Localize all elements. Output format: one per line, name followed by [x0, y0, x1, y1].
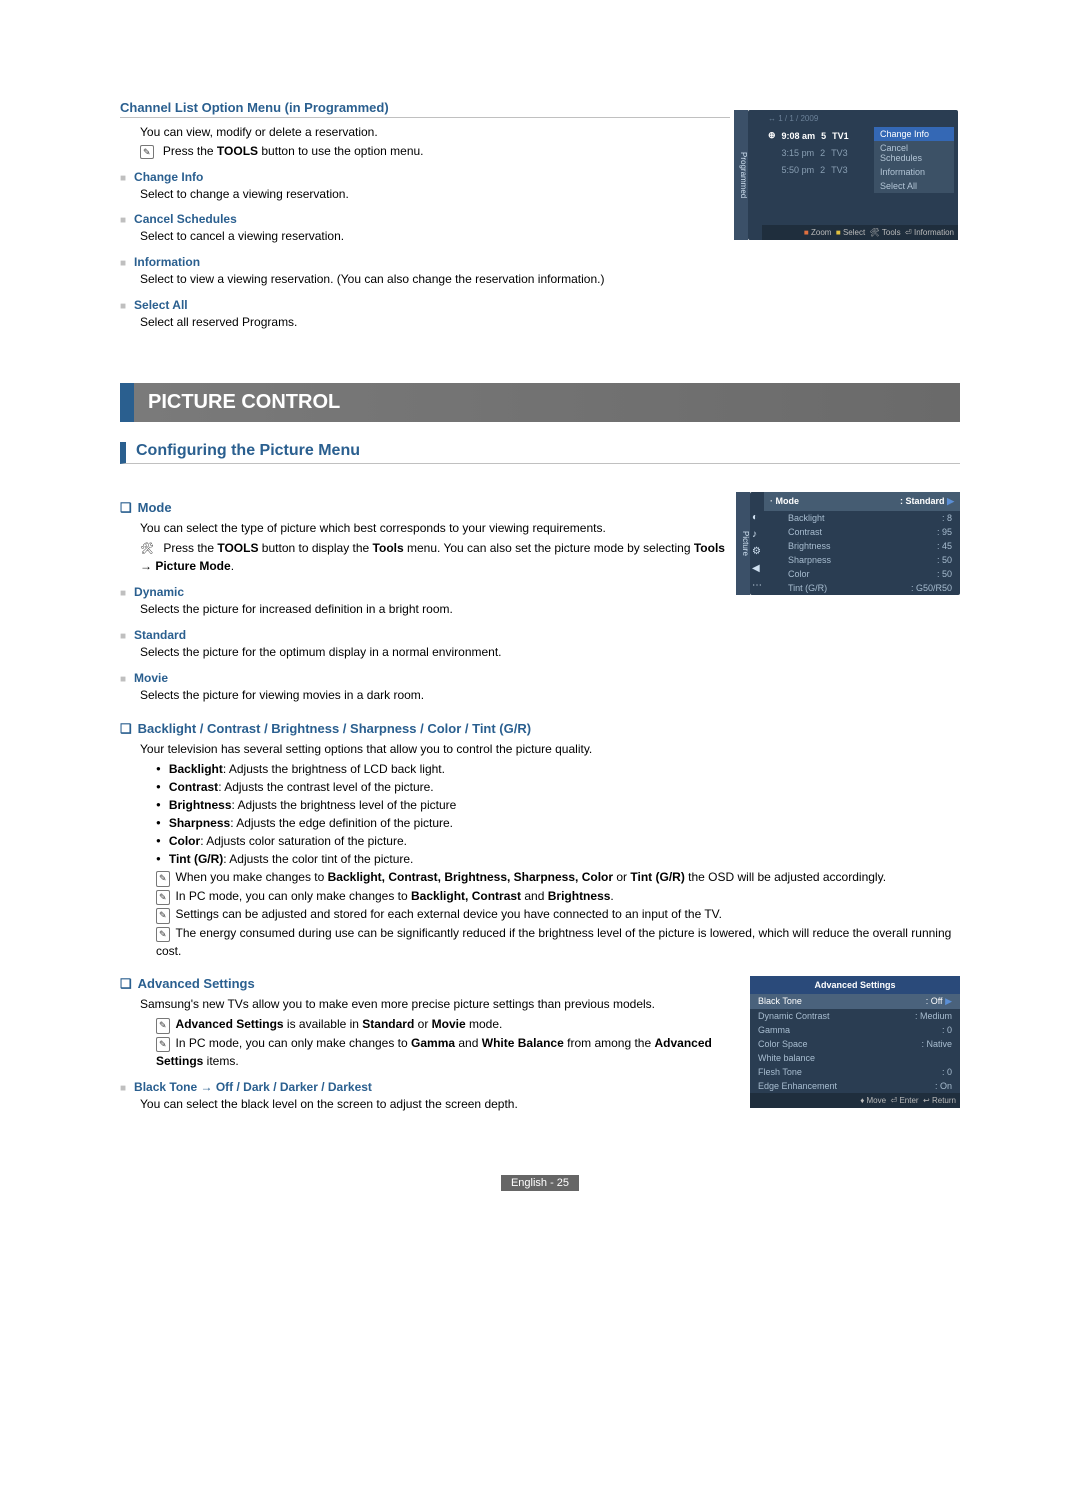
- section1-note: ✎ Press the TOOLS button to use the opti…: [140, 143, 730, 160]
- bullet-tint: Tint (G/R): Adjusts the color tint of th…: [156, 850, 960, 868]
- advanced-settings-osd: Advanced Settings Black Tone: Off ▶ Dyna…: [750, 976, 960, 1108]
- osd-row: White balance: [750, 1051, 960, 1065]
- dynamic-desc: Selects the picture for increased defini…: [140, 601, 732, 618]
- bcbsct-note1: ✎When you make changes to Backlight, Con…: [156, 868, 960, 887]
- adv-osd-title: Advanced Settings: [750, 976, 960, 994]
- bcbsct-intro: Your television has several setting opti…: [140, 741, 960, 758]
- mode-title: Mode: [120, 500, 732, 516]
- osd-row: Black Tone: Off ▶: [750, 994, 960, 1009]
- prog-row: ⊕ 9:08 am 5 TV1: [762, 127, 870, 144]
- note-icon: ✎: [140, 145, 154, 160]
- bullet-color: Color: Adjusts color saturation of the p…: [156, 832, 960, 850]
- mode-note: 🛠 Press the TOOLS button to display the …: [140, 539, 732, 576]
- cancel-schedules-title: Cancel Schedules: [120, 212, 730, 226]
- bcbsct-title: Backlight / Contrast / Brightness / Shar…: [120, 721, 960, 737]
- prog-context-menu: Change Info Cancel Schedules Information…: [874, 127, 954, 193]
- movie-title: Movie: [120, 671, 732, 685]
- adv-intro: Samsung's new TVs allow you to make even…: [140, 996, 732, 1013]
- select-all-desc: Select all reserved Programs.: [140, 314, 730, 331]
- section1-intro: You can view, modify or delete a reserva…: [140, 124, 730, 141]
- information-desc: Select to view a viewing reservation. (Y…: [140, 271, 730, 288]
- adv-note1: ✎Advanced Settings is available in Stand…: [156, 1015, 732, 1034]
- change-info-desc: Select to change a viewing reservation.: [140, 186, 730, 203]
- adv-osd-footer: ♦ Move ⏎ Enter ↩ Return: [750, 1093, 960, 1108]
- bullet-contrast: Contrast: Adjusts the contrast level of …: [156, 778, 960, 796]
- bcbsct-note4: ✎The energy consumed during use can be s…: [156, 924, 960, 961]
- dynamic-title: Dynamic: [120, 585, 732, 599]
- osd-row: Contrast: 95: [764, 525, 960, 539]
- standard-desc: Selects the picture for the optimum disp…: [140, 644, 732, 661]
- picture-osd-header: · Mode : Standard ▶: [764, 492, 960, 511]
- programmed-osd: Programmed ↔ 1 / 1 / 2009 ⊕ 9:08 am 5 TV…: [748, 110, 960, 240]
- programmed-side-tab: Programmed: [734, 110, 748, 240]
- picture-osd-icons: ◐♪⚙◀⋯: [752, 512, 762, 591]
- osd-row: Dynamic Contrast: Medium: [750, 1009, 960, 1023]
- picture-control-banner: PICTURE CONTROL: [120, 383, 960, 422]
- adv-title: Advanced Settings: [120, 976, 732, 992]
- osd-row: Backlight: 8: [764, 511, 960, 525]
- osd-row: Tint (G/R): G50/R50: [764, 581, 960, 595]
- cancel-schedules-desc: Select to cancel a viewing reservation.: [140, 228, 730, 245]
- prog-row: ⊕ 3:15 pm 2 TV3: [762, 144, 870, 161]
- black-tone-title: Black Tone → Off / Dark / Darker / Darke…: [120, 1080, 732, 1094]
- bcbsct-note3: ✎Settings can be adjusted and stored for…: [156, 905, 960, 924]
- osd-row: Flesh Tone: 0: [750, 1065, 960, 1079]
- bcbsct-note2: ✎In PC mode, you can only make changes t…: [156, 887, 960, 906]
- osd-row: Edge Enhancement: On: [750, 1079, 960, 1093]
- section1-title: Channel List Option Menu (in Programmed): [120, 100, 730, 118]
- bullet-sharpness: Sharpness: Adjusts the edge definition o…: [156, 814, 960, 832]
- movie-desc: Selects the picture for viewing movies i…: [140, 687, 732, 704]
- osd-row: Sharpness: 50: [764, 553, 960, 567]
- configuring-picture-menu-heading: Configuring the Picture Menu: [120, 442, 960, 464]
- picture-osd: Picture ◐♪⚙◀⋯ · Mode : Standard ▶ Backli…: [750, 492, 960, 595]
- prog-osd-footer: ■ Zoom ■ Select 🛠 Tools ⏎ Information: [762, 225, 958, 240]
- black-tone-desc: You can select the black level on the sc…: [140, 1096, 732, 1113]
- prog-row: ⊕ 5:50 pm 2 TV3: [762, 161, 870, 178]
- osd-row: Color Space: Native: [750, 1037, 960, 1051]
- mode-desc: You can select the type of picture which…: [140, 520, 732, 537]
- change-info-title: Change Info: [120, 170, 730, 184]
- page-footer: English - 25: [120, 1175, 960, 1189]
- osd-row: Color: 50: [764, 567, 960, 581]
- bullet-backlight: Backlight: Adjusts the brightness of LCD…: [156, 760, 960, 778]
- adv-note2: ✎In PC mode, you can only make changes t…: [156, 1034, 732, 1071]
- osd-row: Gamma: 0: [750, 1023, 960, 1037]
- bullet-brightness: Brightness: Adjusts the brightness level…: [156, 796, 960, 814]
- tools-icon: 🛠: [140, 541, 154, 558]
- standard-title: Standard: [120, 628, 732, 642]
- osd-row: Brightness: 45: [764, 539, 960, 553]
- select-all-title: Select All: [120, 298, 730, 312]
- information-title: Information: [120, 255, 730, 269]
- picture-side-tab: Picture: [736, 492, 750, 595]
